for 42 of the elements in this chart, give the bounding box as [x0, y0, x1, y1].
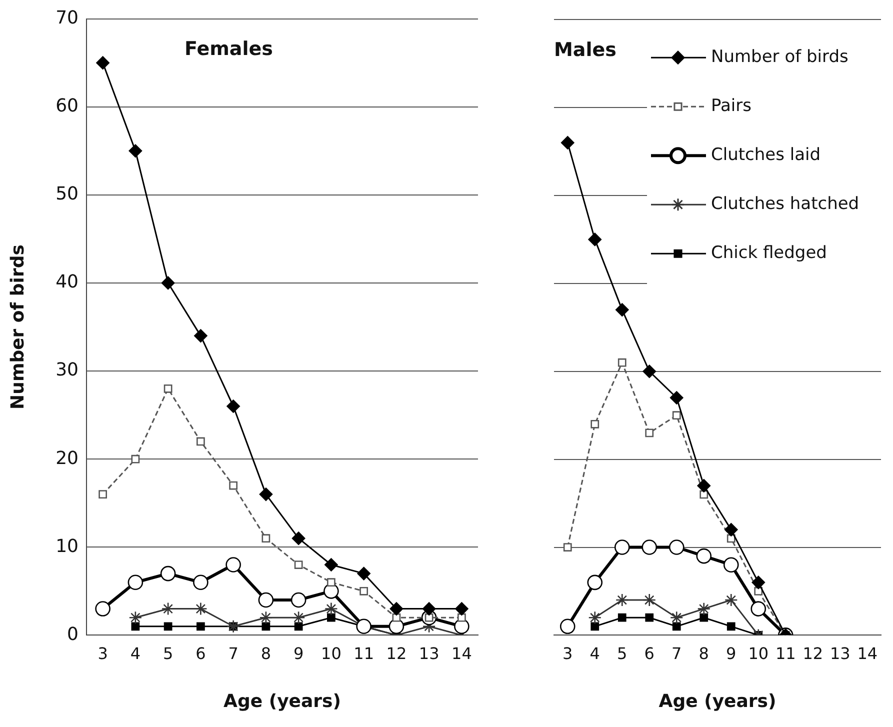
x-tick-label: 3 [98, 644, 108, 663]
x-tick-label: 5 [162, 644, 174, 663]
x-tick-label: 14 [857, 644, 878, 663]
x-tick-label: 6 [644, 644, 654, 663]
y-tick-label: 10 [56, 536, 79, 557]
x-tick-label: 11 [354, 644, 374, 663]
legend-label: Chick fledged [711, 243, 827, 264]
y-tick-label: 40 [56, 272, 79, 293]
x-tick-label: 12 [386, 644, 407, 663]
x-tick-label: 7 [672, 644, 682, 663]
x-axis-title: Age (years) [224, 690, 341, 712]
y-axis-title: Number of birds [7, 244, 28, 410]
x-tick-label: 8 [260, 644, 272, 663]
x-tick-label: 6 [196, 644, 206, 663]
text: Females [184, 38, 273, 60]
x-tick-label: 13 [830, 644, 850, 663]
y-tick-label: 60 [56, 96, 79, 117]
x-tick-label: 11 [775, 644, 796, 663]
x-tick-label: 7 [228, 644, 238, 663]
x-axis-title: Age (years) [658, 690, 776, 712]
x-tick-label: 12 [802, 644, 824, 663]
y-tick-label: 20 [56, 448, 79, 469]
x-tick-label: 4 [590, 644, 600, 663]
legend-label: Number of birds [711, 47, 848, 68]
x-tick-label: 13 [418, 644, 440, 663]
text: Males [554, 39, 616, 62]
legend-label: Pairs [711, 96, 752, 116]
y-tick-label: 30 [56, 360, 79, 381]
x-tick-label: 10 [748, 644, 769, 663]
x-tick-label: 3 [562, 644, 573, 663]
x-tick-label: 8 [698, 644, 709, 663]
y-tick-label: 50 [56, 184, 79, 205]
x-tick-label: 9 [726, 644, 736, 663]
x-tick-label: 10 [321, 644, 342, 663]
legend-label: Clutches laid [711, 145, 821, 166]
x-tick-label: 14 [452, 644, 472, 663]
x-tick-label: 9 [293, 644, 304, 663]
x-tick-label: 4 [130, 644, 141, 663]
legend-label: Clutches hatched [711, 194, 860, 214]
y-tick-label: 0 [67, 624, 79, 645]
y-tick-label: 70 [56, 7, 79, 28]
x-tick-label: 5 [617, 644, 628, 663]
